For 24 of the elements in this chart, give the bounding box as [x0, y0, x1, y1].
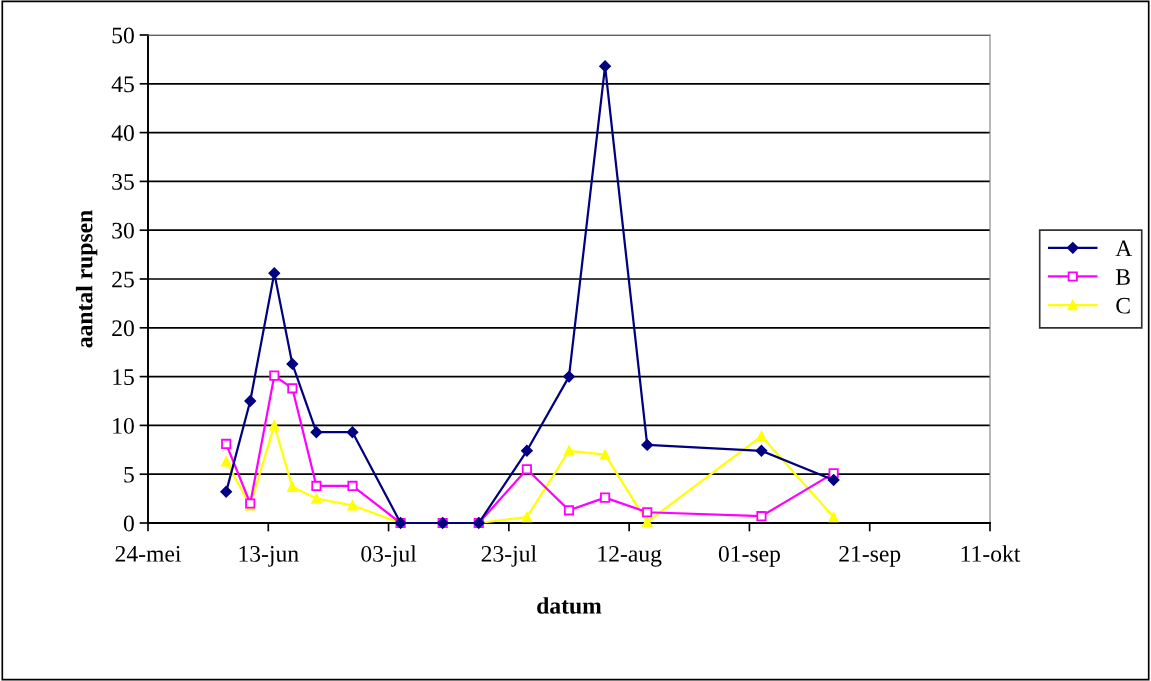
x-axis-title: datum [537, 597, 602, 614]
legend-label: C [1116, 297, 1130, 314]
x-tick-label: 13-jun [239, 545, 299, 567]
y-tick-label: 40 [111, 125, 134, 142]
x-tick-label: 11-okt [961, 545, 1021, 562]
y-tick-label: 50 [112, 27, 134, 44]
y-tick-label: 20 [112, 320, 134, 337]
y-tick-label: 35 [112, 173, 134, 190]
legend-label: B [1115, 269, 1130, 285]
y-axis-title: aantal rupsen [75, 210, 98, 348]
y-tick-label: 5 [124, 466, 134, 483]
x-tick-label: 12-aug [598, 545, 662, 567]
x-tick-label: 03-jul [361, 545, 417, 567]
y-tick-label: 15 [113, 369, 134, 386]
x-tick-label: 24-mei [115, 545, 181, 562]
y-tick-label: 30 [112, 222, 134, 239]
x-tick-label: 21-sep [839, 545, 901, 567]
legend-label: A [1115, 240, 1133, 257]
y-tick-label: 0 [123, 515, 134, 532]
y-tick-label: 45 [111, 76, 134, 93]
x-tick-label: 01-sep [718, 545, 780, 567]
y-tick-label: 25 [112, 271, 134, 288]
x-tick-label: 23-jul [481, 545, 537, 567]
y-tick-label: 10 [113, 417, 134, 434]
